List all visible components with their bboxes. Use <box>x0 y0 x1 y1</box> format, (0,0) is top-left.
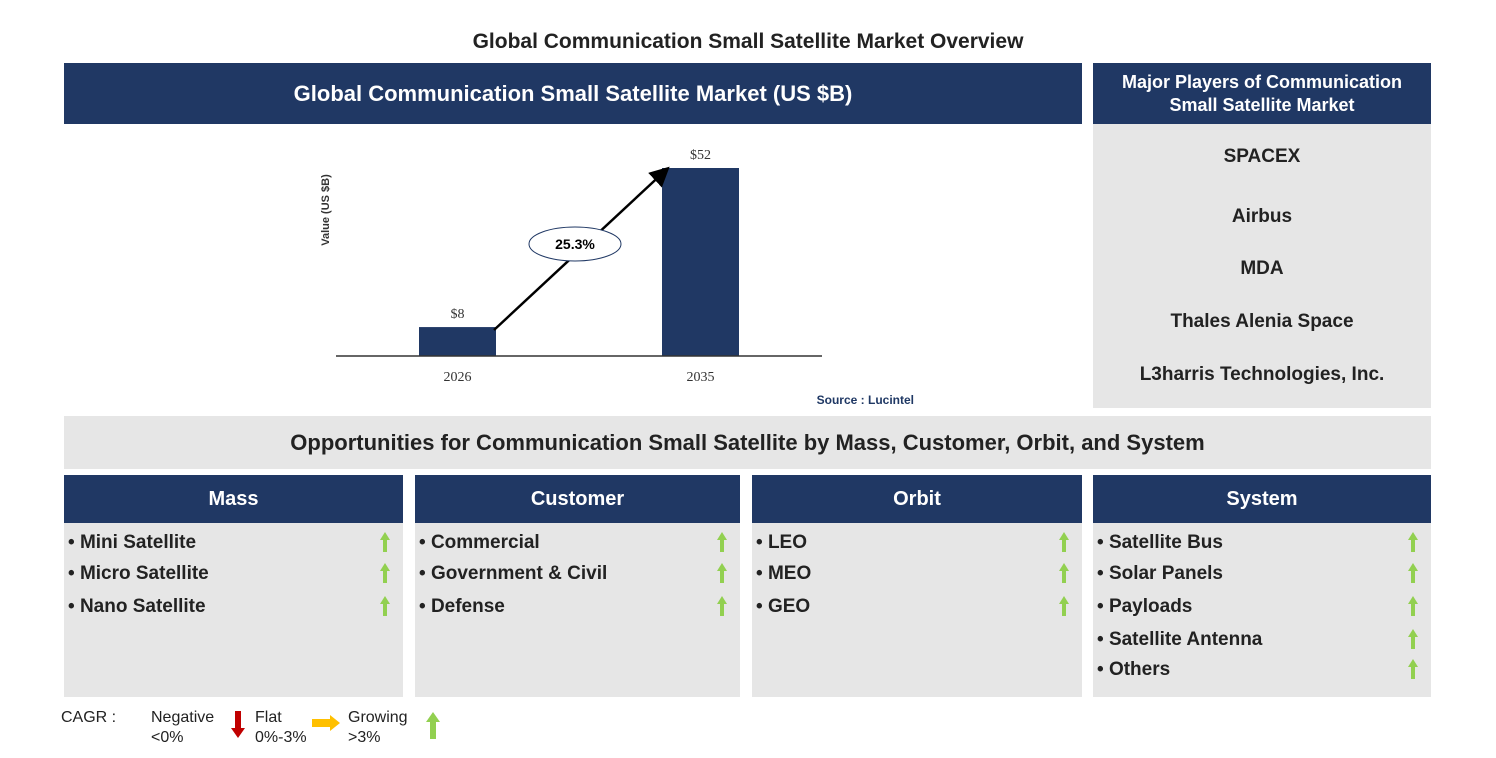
segment-panel <box>752 523 1082 697</box>
segment-item: • Payloads <box>1097 596 1193 617</box>
up-arrow-icon <box>717 596 727 616</box>
segment-item: • Nano Satellite <box>68 596 206 617</box>
segment-item-label: Commercial <box>430 532 540 553</box>
legend-flat-label: Flat <box>255 709 282 726</box>
segment-item-label: Defense <box>430 596 505 617</box>
segment-item: • Defense <box>419 596 505 617</box>
up-arrow-icon <box>1408 629 1418 649</box>
segment-panel <box>415 523 740 697</box>
cagr-label: 25.3% <box>555 236 595 252</box>
segment-item-label: Others <box>1108 659 1171 680</box>
legend-growing: Growing >3% <box>348 708 408 748</box>
data-label: $8 <box>451 307 465 322</box>
market-header: Global Communication Small Satellite Mar… <box>64 63 1082 124</box>
segment-item: • MEO <box>756 563 812 584</box>
segment-item: • LEO <box>756 532 807 553</box>
segment-panel <box>1093 523 1431 697</box>
legend-negative-label: Negative <box>151 709 215 726</box>
x-tick-label: 2035 <box>687 370 715 385</box>
player-item: SPACEX <box>1223 146 1301 167</box>
up-arrow-icon <box>1408 563 1418 583</box>
segment-header-orbit: Orbit <box>752 475 1082 523</box>
segment-item-label: Satellite Bus <box>1108 532 1223 553</box>
up-arrow-icon <box>1059 532 1069 552</box>
segment-item: • Micro Satellite <box>68 563 209 584</box>
segment-item: • Government & Civil <box>419 563 608 584</box>
opportunities-header: Opportunities for Communication Small Sa… <box>64 416 1431 469</box>
data-label: $52 <box>690 148 711 163</box>
legend-growing-label: Growing <box>348 709 408 726</box>
segment-item-label: Micro Satellite <box>79 563 209 584</box>
up-arrow-icon <box>1059 596 1069 616</box>
segment-item-label: Mini Satellite <box>79 532 197 553</box>
legend-label: CAGR : <box>61 709 117 726</box>
up-arrow-icon <box>380 532 390 552</box>
source-label: Source : Lucintel <box>817 393 914 407</box>
up-arrow-icon <box>380 563 390 583</box>
segment-item: • Mini Satellite <box>68 532 197 553</box>
bar-2026 <box>419 327 496 356</box>
up-arrow-icon <box>1059 563 1069 583</box>
segment-header-system: System <box>1093 475 1431 523</box>
up-arrow-icon <box>717 563 727 583</box>
segment-item: • Commercial <box>419 532 540 553</box>
players-panel <box>1093 124 1431 408</box>
up-arrow-icon <box>380 596 390 616</box>
up-arrow-icon <box>1408 659 1418 679</box>
cagr-ellipse <box>528 226 622 262</box>
player-item: Airbus <box>1231 206 1293 227</box>
up-arrow-icon <box>426 712 440 739</box>
players-header: Major Players of Communication Small Sat… <box>1093 63 1431 124</box>
segment-panel <box>64 523 403 697</box>
legend-growing-range: >3% <box>348 729 381 746</box>
segment-item: • GEO <box>756 596 811 617</box>
up-arrow-icon <box>1408 596 1418 616</box>
segment-item-label: Solar Panels <box>1108 563 1223 584</box>
right-arrow-icon <box>312 715 340 731</box>
bar-2035 <box>662 168 739 356</box>
segment-item-label: Government & Civil <box>430 563 608 584</box>
legend-negative: Negative <0% <box>151 708 214 748</box>
segment-item-label: Satellite Antenna <box>1108 629 1263 650</box>
segment-item: • Others <box>1097 659 1171 680</box>
segment-item-label: MEO <box>767 563 812 584</box>
segment-item: • Satellite Antenna <box>1097 629 1263 650</box>
player-item: MDA <box>1240 258 1284 279</box>
segment-item: • Solar Panels <box>1097 563 1223 584</box>
player-item: L3harris Technologies, Inc. <box>1139 364 1385 385</box>
up-arrow-icon <box>717 532 727 552</box>
segment-item-label: Payloads <box>1108 596 1193 617</box>
segment-header-mass: Mass <box>64 475 403 523</box>
legend-flat: Flat 0%-3% <box>255 708 307 748</box>
segment-header-customer: Customer <box>415 475 740 523</box>
segment-item-label: Nano Satellite <box>79 596 206 617</box>
page-title: Global Communication Small Satellite Mar… <box>472 30 1024 53</box>
legend-negative-range: <0% <box>151 729 184 746</box>
segment-item: • Satellite Bus <box>1097 532 1223 553</box>
y-axis-label: Value (US $B) <box>320 174 332 246</box>
player-item: Thales Alenia Space <box>1170 311 1354 332</box>
segment-item-label: LEO <box>767 532 807 553</box>
x-tick-label: 2026 <box>444 370 472 385</box>
segment-item-label: GEO <box>767 596 811 617</box>
up-arrow-icon <box>1408 532 1418 552</box>
down-arrow-icon <box>231 711 245 738</box>
legend-flat-range: 0%-3% <box>255 729 307 746</box>
market-chart: $8 2026 $52 2035 Value (US $B) 25.3% Source… <box>320 148 914 407</box>
